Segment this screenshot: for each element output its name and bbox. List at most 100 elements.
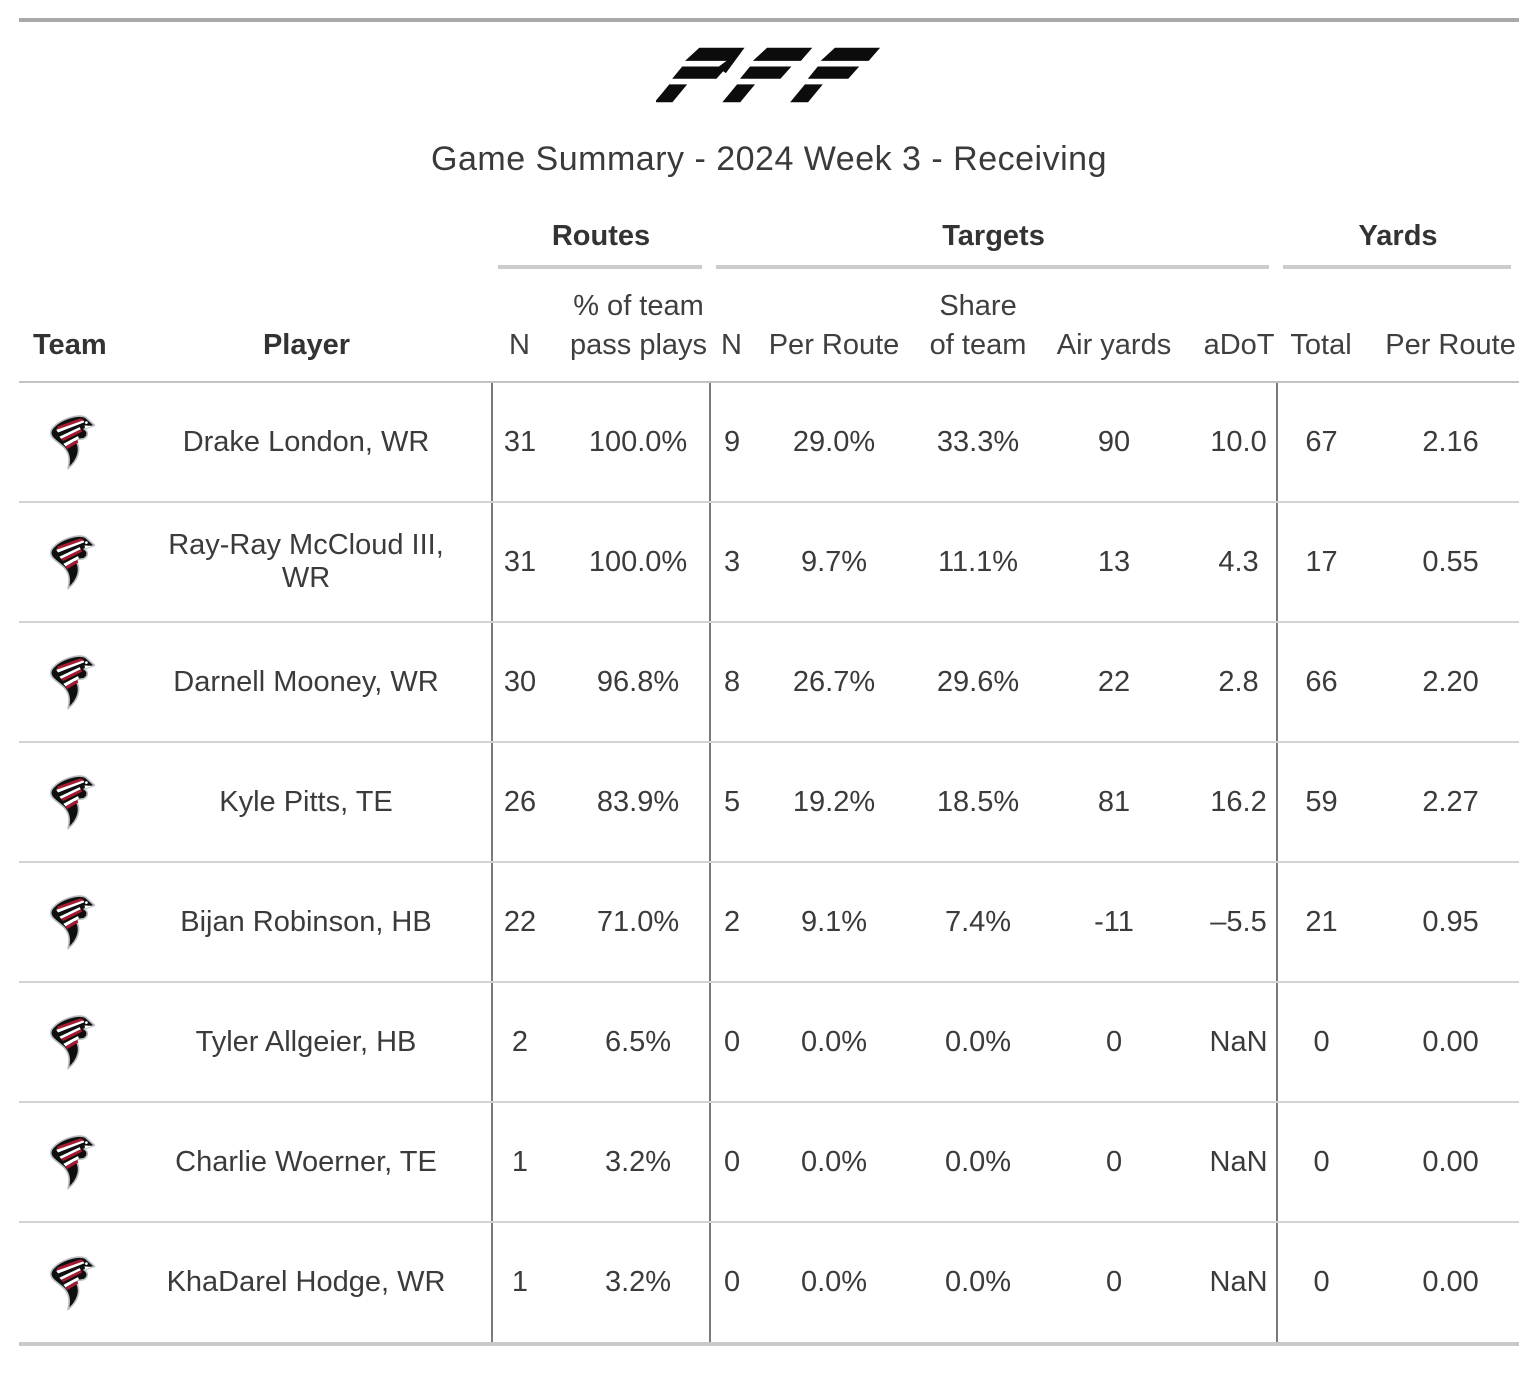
stat-adot: NaN — [1180, 1102, 1278, 1223]
stat-share-of-team: 33.3% — [908, 382, 1049, 503]
stat-targets-per-route: 9.7% — [760, 502, 909, 623]
stat-routes-n: 1 — [491, 1222, 560, 1342]
stat-targets-n: 5 — [709, 742, 761, 863]
stat-share-of-team: 0.0% — [908, 982, 1049, 1103]
stat-yards-per-route: 0.95 — [1365, 862, 1520, 983]
stat-yards-per-route: 2.27 — [1365, 742, 1520, 863]
player-row: Darnell Mooney, WR 30 96.8% 8 26.7% 29.6% 22 2.… — [19, 622, 1520, 743]
table-body: Drake London, WR 31 100.0% 9 29.0% 33.3% 90 10.… — [19, 382, 1520, 1342]
stat-routes-pct: 3.2% — [604, 1266, 672, 1298]
stat-yards-total: 0 — [1276, 1102, 1366, 1223]
player-name: Kyle Pitts, TE — [140, 742, 492, 863]
stat-targets-n: 3 — [709, 502, 761, 623]
stat-targets-per-route: 0.0% — [760, 1102, 909, 1223]
stat-air-yards: 0 — [1048, 982, 1181, 1103]
team-logo-cell — [19, 622, 140, 743]
stat-adot: –5.5 — [1180, 862, 1278, 983]
team-logo-cell — [19, 742, 140, 863]
stat-targets-per-route: 29.0% — [760, 382, 909, 503]
stat-targets-per-route: 26.7% — [760, 622, 909, 743]
stat-yards-total: 59 — [1276, 742, 1366, 863]
stat-targets-n: 0 — [709, 1222, 761, 1342]
atlanta-falcons-logo — [49, 535, 96, 590]
col-header-targets-n: N — [710, 269, 761, 383]
bottom-divider — [19, 1342, 1519, 1346]
stat-routes-pct: 83.9% — [560, 742, 711, 863]
stat-yards-total: 67 — [1276, 382, 1366, 503]
group-header-routes: Routes — [492, 205, 710, 269]
stat-share-of-team: 0.0% — [944, 1266, 1012, 1298]
stat-air-yards: 81 — [1048, 742, 1181, 863]
stat-air-yards: 0 — [1105, 1266, 1123, 1298]
stat-targets-per-route: 19.2% — [760, 742, 909, 863]
col-header-share-of-team: Share of team — [908, 269, 1049, 383]
group-header-targets: Targets — [710, 205, 1277, 269]
stat-routes-n: 1 — [491, 1102, 560, 1223]
stat-yards-total: 17 — [1276, 502, 1366, 623]
stat-routes-pct: 100.0% — [560, 502, 711, 623]
atlanta-falcons-logo — [49, 1015, 96, 1070]
stat-yards-per-route: 0.55 — [1365, 502, 1520, 623]
player-row: Ray-Ray McCloud III, WR 31 100.0% 3 9.7% 11.1… — [19, 502, 1520, 623]
stat-targets-n: 9 — [709, 382, 761, 503]
player-name: Darnell Mooney, WR — [140, 622, 492, 743]
player-row: Charlie Woerner, TE 1 3.2% 0 0.0% 0.0% 0 NaN 0 0.… — [19, 1102, 1520, 1223]
stat-targets-per-route: 0.0% — [800, 1266, 868, 1298]
team-logo-cell — [19, 862, 140, 983]
col-header-targets-per-route: Per Route — [760, 269, 909, 383]
routes-underline — [498, 265, 703, 269]
stat-adot: NaN — [1180, 982, 1278, 1103]
stat-routes-n: 2 — [491, 982, 560, 1103]
team-logo-cell — [19, 1222, 140, 1342]
player-name: Bijan Robinson, HB — [140, 862, 492, 983]
player-name: Ray-Ray McCloud III, WR — [140, 502, 492, 623]
stat-yards-per-route: 0.00 — [1365, 1102, 1520, 1223]
team-logo-cell — [19, 982, 140, 1103]
pff-logo — [656, 47, 881, 103]
yards-underline — [1283, 265, 1512, 269]
col-header-routes-pct: % of team pass plays — [560, 269, 711, 383]
stat-adot: 10.0 — [1180, 382, 1278, 503]
atlanta-falcons-logo — [49, 775, 96, 830]
stat-routes-n: 22 — [491, 862, 560, 983]
player-name: KhaDarel Hodge, WR — [166, 1266, 446, 1298]
targets-underline — [716, 265, 1270, 269]
stat-targets-n: 0 — [709, 982, 761, 1103]
stat-air-yards: 13 — [1048, 502, 1181, 623]
col-header-yards-per-route: Per Route — [1365, 269, 1520, 383]
stat-air-yards: -11 — [1048, 862, 1181, 983]
player-row: Bijan Robinson, HB 22 71.0% 2 9.1% 7.4% -11 –5.… — [19, 862, 1520, 983]
stat-yards-total: 66 — [1276, 622, 1366, 743]
stat-adot: 2.8 — [1180, 622, 1278, 743]
stat-yards-total: 0 — [1276, 982, 1366, 1103]
stat-routes-n: 31 — [491, 382, 560, 503]
stat-routes-n: 26 — [491, 742, 560, 863]
player-row: Tyler Allgeier, HB 2 6.5% 0 0.0% 0.0% 0 NaN 0 0.0… — [19, 982, 1520, 1103]
group-header-yards: Yards — [1277, 205, 1519, 269]
col-header-yards-total: Total — [1277, 269, 1366, 383]
stat-routes-pct: 6.5% — [560, 982, 711, 1103]
stat-air-yards: 0 — [1048, 1102, 1181, 1223]
stat-air-yards: 22 — [1048, 622, 1181, 743]
stat-share-of-team: 7.4% — [908, 862, 1049, 983]
atlanta-falcons-logo — [49, 415, 96, 470]
stat-adot: 4.3 — [1180, 502, 1278, 623]
stat-adot: 16.2 — [1180, 742, 1278, 863]
team-logo-cell — [19, 502, 140, 623]
stat-share-of-team: 0.0% — [908, 1102, 1049, 1223]
player-name: Charlie Woerner, TE — [140, 1102, 492, 1223]
stat-routes-n: 30 — [491, 622, 560, 743]
stat-routes-pct: 100.0% — [560, 382, 711, 503]
page-title: Game Summary - 2024 Week 3 - Receiving — [431, 140, 1107, 178]
player-row: Drake London, WR 31 100.0% 9 29.0% 33.3% 90 10.… — [19, 382, 1520, 503]
atlanta-falcons-logo — [49, 895, 96, 950]
stat-targets-n: 2 — [709, 862, 761, 983]
stat-targets-per-route: 9.1% — [760, 862, 909, 983]
player-name: Tyler Allgeier, HB — [140, 982, 492, 1103]
col-header-player: Player — [140, 269, 492, 383]
stat-targets-n: 0 — [709, 1102, 761, 1223]
player-name: Drake London, WR — [140, 382, 492, 503]
group-spacer — [19, 205, 492, 269]
stat-air-yards: 90 — [1048, 382, 1181, 503]
stat-share-of-team: 29.6% — [908, 622, 1049, 743]
